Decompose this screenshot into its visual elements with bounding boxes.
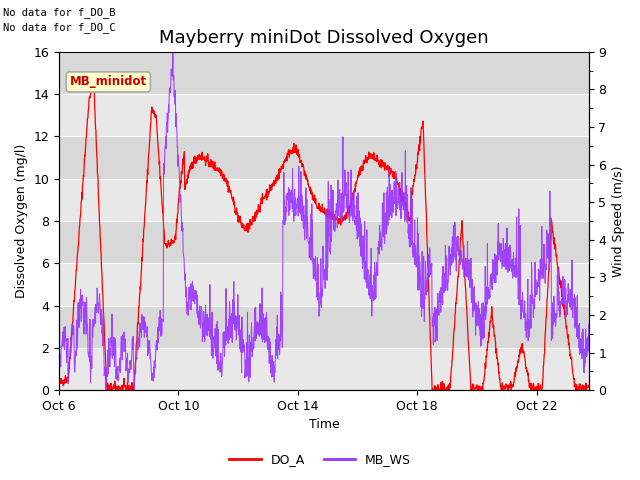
Y-axis label: Wind Speed (m/s): Wind Speed (m/s) xyxy=(612,165,625,276)
Y-axis label: Dissolved Oxygen (mg/l): Dissolved Oxygen (mg/l) xyxy=(15,144,28,298)
Bar xyxy=(59,263,589,306)
Bar xyxy=(59,306,589,348)
Legend: DO_A, MB_WS: DO_A, MB_WS xyxy=(224,448,416,471)
Bar xyxy=(59,348,589,390)
Text: No data for f_DO_C: No data for f_DO_C xyxy=(3,22,116,33)
Text: No data for f_DO_B: No data for f_DO_B xyxy=(3,7,116,18)
Bar xyxy=(59,221,589,263)
Bar xyxy=(59,94,589,136)
X-axis label: Time: Time xyxy=(308,419,339,432)
Title: Mayberry miniDot Dissolved Oxygen: Mayberry miniDot Dissolved Oxygen xyxy=(159,29,489,48)
Line: DO_A: DO_A xyxy=(59,80,589,390)
Bar xyxy=(59,179,589,221)
Line: MB_WS: MB_WS xyxy=(59,53,589,390)
Bar xyxy=(59,136,589,179)
Bar xyxy=(59,52,589,94)
Text: MB_minidot: MB_minidot xyxy=(70,75,147,88)
